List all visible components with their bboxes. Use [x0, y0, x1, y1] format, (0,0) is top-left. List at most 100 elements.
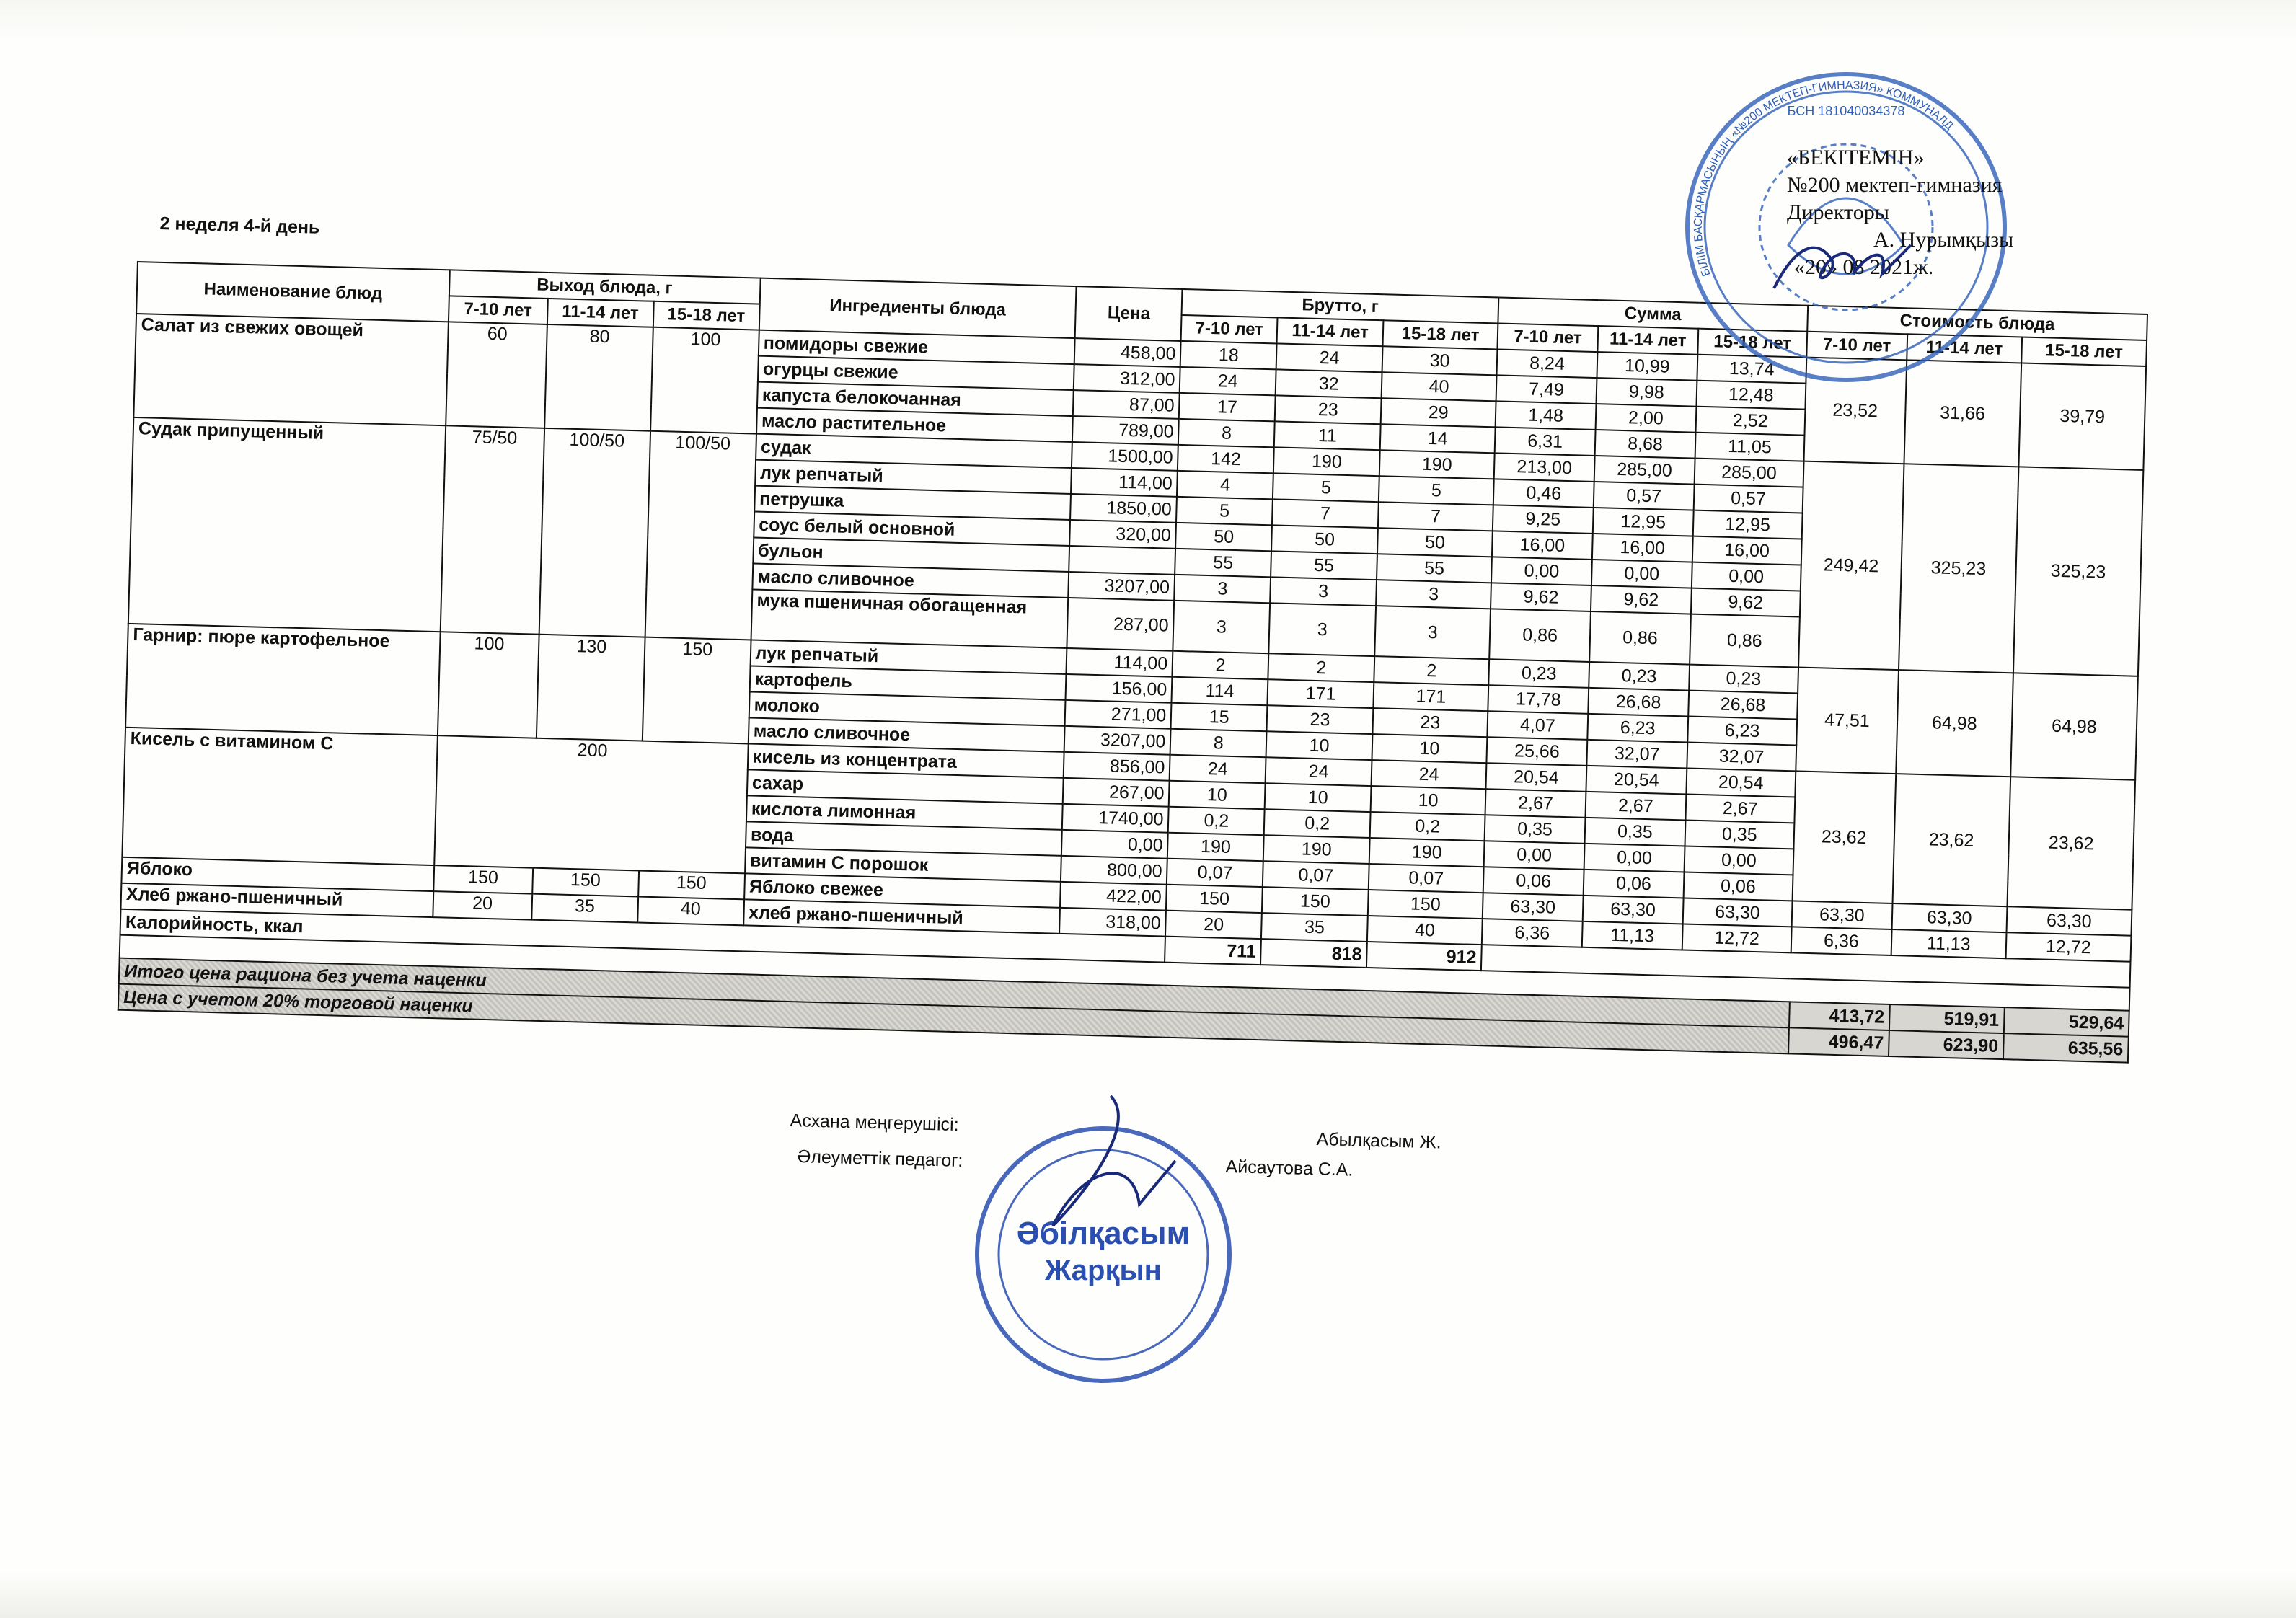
ingredient-sum: 0,57 [1593, 482, 1695, 510]
ingredient-price: 3207,00 [1068, 571, 1175, 601]
chef-name: Абылқасым Ж. [1316, 1129, 1441, 1153]
svg-text:БСН 181040034378: БСН 181040034378 [1788, 104, 1905, 118]
ingredient-sum: 2,52 [1695, 406, 1806, 436]
ingredient-brutto: 171 [1373, 682, 1489, 712]
ingredient-sum: 0,35 [1685, 820, 1795, 849]
calories-value: 818 [1260, 939, 1367, 968]
approval-name: А. Нурымқызы [1873, 228, 2014, 252]
dish-output: 150 [433, 865, 533, 894]
ingredient-brutto: 55 [1271, 551, 1378, 580]
dish-cost: 325,23 [1898, 464, 2019, 673]
header-brutto-age: 7-10 лет [1180, 314, 1278, 344]
ingredient-brutto: 10 [1372, 734, 1488, 764]
ingredient-brutto: 7 [1272, 499, 1379, 529]
dish-cost: 63,30 [1891, 903, 2008, 933]
dish-output: 80 [544, 324, 653, 431]
header-output-age: 7-10 лет [448, 296, 548, 324]
ingredient-brutto: 32 [1275, 369, 1382, 399]
dish-cost: 325,23 [2013, 467, 2144, 676]
ingredient-sum: 63,30 [1582, 895, 1684, 924]
ingredient-sum: 17,78 [1488, 685, 1589, 714]
ingredient-sum: 2,67 [1485, 789, 1586, 818]
ingredient-brutto: 50 [1377, 528, 1493, 557]
ingredient-sum: 20,54 [1686, 768, 1796, 797]
ingredient-sum: 0,00 [1584, 843, 1685, 872]
pedagog-name: Айсаутова С.А. [1225, 1157, 1354, 1180]
ingredient-sum: 0,86 [1489, 609, 1591, 662]
dish-cost: 249,42 [1798, 461, 1904, 671]
ingredient-sum: 26,68 [1688, 690, 1798, 720]
ingredient-price: 3207,00 [1064, 725, 1171, 755]
ingredient-brutto: 30 [1382, 346, 1498, 376]
ingredient-sum: 4,07 [1487, 711, 1589, 740]
ingredient-sum: 9,25 [1492, 505, 1594, 534]
header-output-age: 11-14 лет [547, 298, 654, 327]
ingredient-sum: 9,62 [1491, 583, 1591, 611]
ingredient-sum: 9,62 [1590, 585, 1692, 614]
ingredient-sum: 8,24 [1496, 349, 1598, 379]
ingredient-brutto: 55 [1377, 554, 1493, 583]
ingredient-brutto: 190 [1167, 832, 1264, 862]
ingredient-brutto: 8 [1170, 728, 1267, 758]
kitchen-stamp: Әбілқасым Жарқын [975, 1095, 1232, 1383]
ingredient-brutto: 5 [1176, 496, 1273, 526]
total-value: 496,47 [1788, 1027, 1889, 1056]
calories-value: 711 [1165, 936, 1262, 965]
ingredient-brutto: 50 [1175, 522, 1273, 552]
dish-output: 100 [437, 632, 539, 738]
ingredient-sum: 12,72 [1682, 924, 1792, 953]
ingredient-brutto: 2 [1374, 656, 1490, 686]
ingredient-sum: 285,00 [1694, 458, 1804, 487]
ingredient-sum: 9,62 [1690, 588, 1801, 617]
ingredient-brutto: 20 [1165, 910, 1263, 940]
ingredient-sum: 8,68 [1594, 430, 1696, 459]
dish-cost: 63,30 [2006, 906, 2132, 936]
ingredient-sum: 2,67 [1585, 791, 1687, 821]
dish-output: 130 [536, 634, 645, 741]
ingredient-brutto: 4 [1177, 470, 1273, 500]
ingredient-brutto: 18 [1180, 340, 1277, 370]
ingredient-sum: 6,23 [1587, 713, 1689, 743]
ingredient-price: 320,00 [1069, 520, 1177, 549]
ingredient-brutto: 150 [1166, 884, 1263, 914]
dish-output: 150 [642, 637, 751, 744]
total-value: 413,72 [1788, 1002, 1890, 1030]
ingredient-brutto: 29 [1380, 398, 1496, 428]
ingredient-sum: 0,23 [1488, 659, 1590, 688]
ingredient-brutto: 10 [1370, 786, 1486, 815]
ingredient-sum: 0,06 [1583, 869, 1685, 898]
dish-output: 35 [531, 893, 638, 923]
calories-value: 912 [1366, 941, 1482, 971]
ingredient-brutto: 7 [1377, 502, 1493, 531]
ingredient-sum: 7,49 [1496, 375, 1597, 404]
ingredient-brutto: 3 [1268, 603, 1377, 657]
header-sum-age: 7-10 лет [1497, 323, 1599, 353]
ingredient-sum: 25,66 [1486, 737, 1588, 766]
approval-school: №200 мектеп-гимназия [1787, 173, 2003, 197]
ingredient-sum: 32,07 [1687, 742, 1797, 772]
ingredient-brutto: 24 [1180, 366, 1276, 396]
ingredient-brutto: 35 [1261, 913, 1368, 942]
ingredient-sum: 0,57 [1693, 484, 1803, 513]
ingredient-price: 789,00 [1072, 416, 1180, 445]
header-brutto-age: 11-14 лет [1276, 317, 1384, 347]
header-brutto-age: 15-18 лет [1382, 320, 1498, 350]
ingredient-brutto: 40 [1381, 372, 1497, 402]
ingredient-price: 0,00 [1061, 829, 1169, 859]
ingredient-brutto: 114 [1171, 676, 1268, 706]
ingredient-sum: 32,07 [1586, 739, 1688, 769]
dish-cost: 23,62 [2007, 777, 2136, 910]
approval-block: «БЕКІТЕМІН» №200 мектеп-гимназия Директо… [1787, 144, 2013, 281]
ingredient-brutto: 24 [1276, 343, 1383, 373]
ingredient-brutto: 24 [1169, 754, 1266, 784]
ingredient-brutto: 24 [1371, 760, 1487, 790]
ingredient-price: 271,00 [1064, 699, 1172, 729]
ingredient-brutto: 23 [1274, 395, 1382, 425]
ingredient-sum: 0,86 [1589, 611, 1691, 665]
ingredient-sum: 0,00 [1491, 557, 1592, 585]
ingredient-brutto: 190 [1263, 835, 1370, 865]
ingredient-price: 856,00 [1064, 751, 1170, 781]
ingredient-sum: 63,30 [1682, 898, 1793, 927]
page-title: 2 неделя 4-й день [159, 213, 320, 238]
ingredient-price: 267,00 [1063, 777, 1170, 807]
